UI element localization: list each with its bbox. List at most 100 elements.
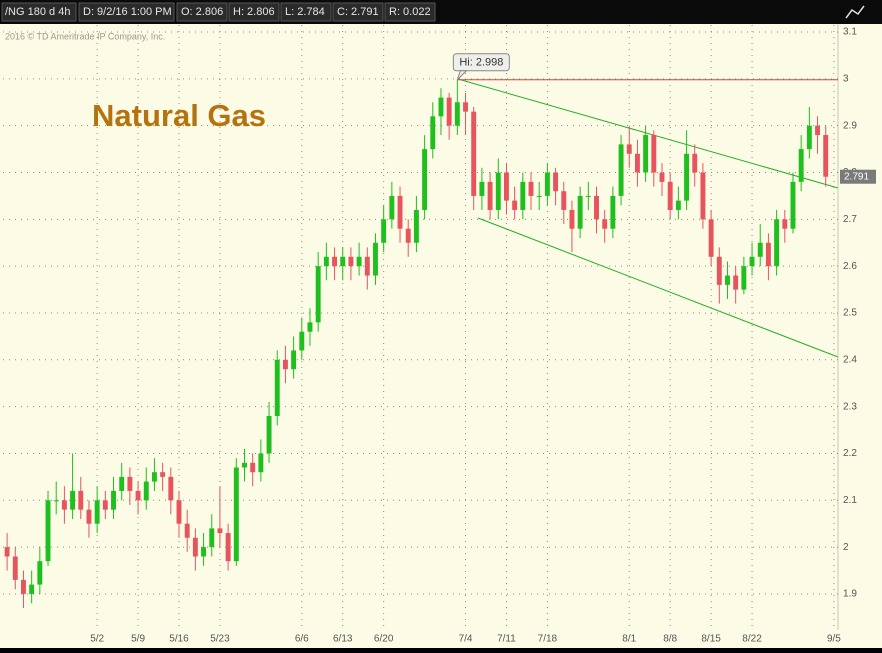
candle-body <box>487 181 493 210</box>
candle <box>258 439 264 482</box>
candle-body <box>45 500 51 562</box>
candle-body <box>201 547 207 557</box>
candle-body <box>741 266 747 290</box>
candle <box>373 233 378 285</box>
candle-body <box>332 256 337 267</box>
candle <box>553 167 559 206</box>
candle-body <box>21 579 26 594</box>
symbol-box[interactable] <box>1 2 77 22</box>
candle-body <box>798 149 804 182</box>
candle <box>323 242 329 281</box>
candle-body <box>823 135 829 177</box>
low: L: 2.784 <box>285 6 325 18</box>
candle-body <box>675 200 681 210</box>
candle <box>774 209 780 276</box>
candle-body <box>12 556 18 580</box>
range-box <box>384 2 436 22</box>
candle-body <box>430 116 436 150</box>
x-tick-label: 8/8 <box>663 634 677 645</box>
candle <box>397 186 403 243</box>
candle-body <box>757 242 763 257</box>
open: O: 2.806 <box>181 6 223 18</box>
candle-body <box>4 547 10 557</box>
candle-body <box>733 275 739 290</box>
candle <box>233 458 239 566</box>
candle <box>479 167 485 210</box>
candle-body <box>37 561 43 585</box>
candle <box>741 256 747 295</box>
candle-body <box>242 462 247 468</box>
candle-body <box>405 228 411 243</box>
y-tick-label: 2.7 <box>843 214 857 225</box>
candle-body <box>282 359 288 370</box>
candle <box>135 481 141 515</box>
candle <box>21 570 26 608</box>
candle <box>594 186 599 234</box>
candle-body <box>184 523 190 538</box>
chart-icon[interactable] <box>845 5 865 19</box>
high: H: 2.806 <box>233 6 275 18</box>
candle-body <box>323 256 329 267</box>
candle-body <box>111 490 116 510</box>
candle <box>422 135 428 220</box>
trend-line-upper <box>457 78 839 189</box>
candle-body <box>782 219 788 229</box>
candle-body <box>397 195 403 229</box>
candle <box>94 486 100 534</box>
candle <box>692 144 698 187</box>
candle-body <box>135 490 141 501</box>
high-box <box>228 2 280 22</box>
candle <box>61 486 67 524</box>
candle-body <box>504 172 509 201</box>
candle-body <box>651 135 657 173</box>
candle-body <box>86 509 92 524</box>
candle-body <box>209 528 215 548</box>
candle-body <box>29 584 35 594</box>
x-tick-label: 8/22 <box>742 634 762 645</box>
candle-body <box>528 181 534 196</box>
candle-body <box>512 200 518 210</box>
candle <box>438 88 444 136</box>
candle <box>733 266 739 304</box>
candle <box>512 186 518 220</box>
candle <box>577 186 583 239</box>
candle <box>201 533 207 566</box>
candle <box>561 181 567 225</box>
candle <box>765 233 771 281</box>
candle-body <box>634 153 640 173</box>
candle-body <box>602 219 608 229</box>
candle <box>504 163 509 215</box>
candle <box>806 106 812 159</box>
candle <box>757 224 763 267</box>
candle <box>242 448 247 482</box>
y-tick-label: 2.6 <box>843 261 857 272</box>
candle <box>389 181 395 229</box>
candle <box>250 453 256 487</box>
candle-body <box>160 472 166 477</box>
candle-body <box>413 209 419 243</box>
candle-body <box>127 476 133 491</box>
candle-body <box>94 500 100 524</box>
x-tick-label: 7/4 <box>459 634 473 645</box>
price-tag-label: 2.791 <box>844 171 869 182</box>
candle <box>381 205 387 253</box>
candle <box>45 490 51 566</box>
y-tick-label: 2.4 <box>843 354 857 365</box>
candle <box>675 186 681 220</box>
candle-body <box>225 533 231 562</box>
candle <box>749 242 755 276</box>
candle <box>209 514 215 557</box>
candle-body <box>356 256 362 267</box>
date-box <box>78 2 175 22</box>
candle <box>356 242 362 276</box>
x-tick-label: 8/1 <box>622 634 636 645</box>
candle-body <box>61 500 67 510</box>
candle-body <box>725 275 730 285</box>
y-tick-label: 2.9 <box>843 120 857 131</box>
candle <box>102 490 108 520</box>
candle-body <box>373 242 378 276</box>
candle <box>520 172 526 220</box>
x-tick-label: 6/20 <box>374 634 394 645</box>
candle <box>291 336 297 379</box>
